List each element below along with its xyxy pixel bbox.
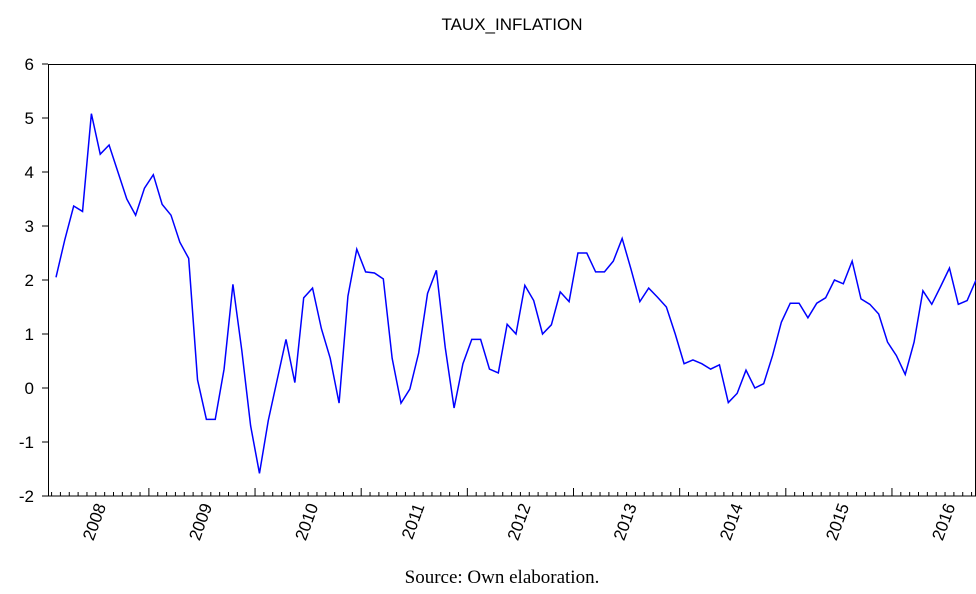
data-line (55, 113, 976, 474)
y-tick-label: 2 (25, 271, 34, 290)
y-tick-label: 0 (25, 379, 34, 398)
y-tick-label: 5 (25, 109, 34, 128)
x-tick-label: 2008 (79, 501, 110, 543)
x-tick-label: 2010 (292, 501, 323, 543)
chart-title: TAUX_INFLATION (441, 15, 582, 34)
y-tick-label: -2 (19, 487, 34, 506)
x-tick-label: 2015 (822, 501, 853, 543)
x-tick-label: 2011 (398, 501, 428, 542)
x-tick-label: 2014 (716, 501, 747, 543)
y-tick-label: 1 (25, 325, 34, 344)
y-tick-label: 4 (25, 163, 34, 182)
y-tick-label: -1 (19, 433, 34, 452)
y-tick-label: 3 (25, 217, 34, 236)
x-tick-label: 2012 (504, 501, 535, 543)
x-tick-label: 2016 (928, 501, 959, 543)
y-tick-label: 6 (25, 55, 34, 74)
caption: Source: Own elaboration. (405, 567, 600, 588)
x-tick-label: 2013 (610, 501, 641, 543)
x-tick-label: 2009 (185, 501, 216, 543)
